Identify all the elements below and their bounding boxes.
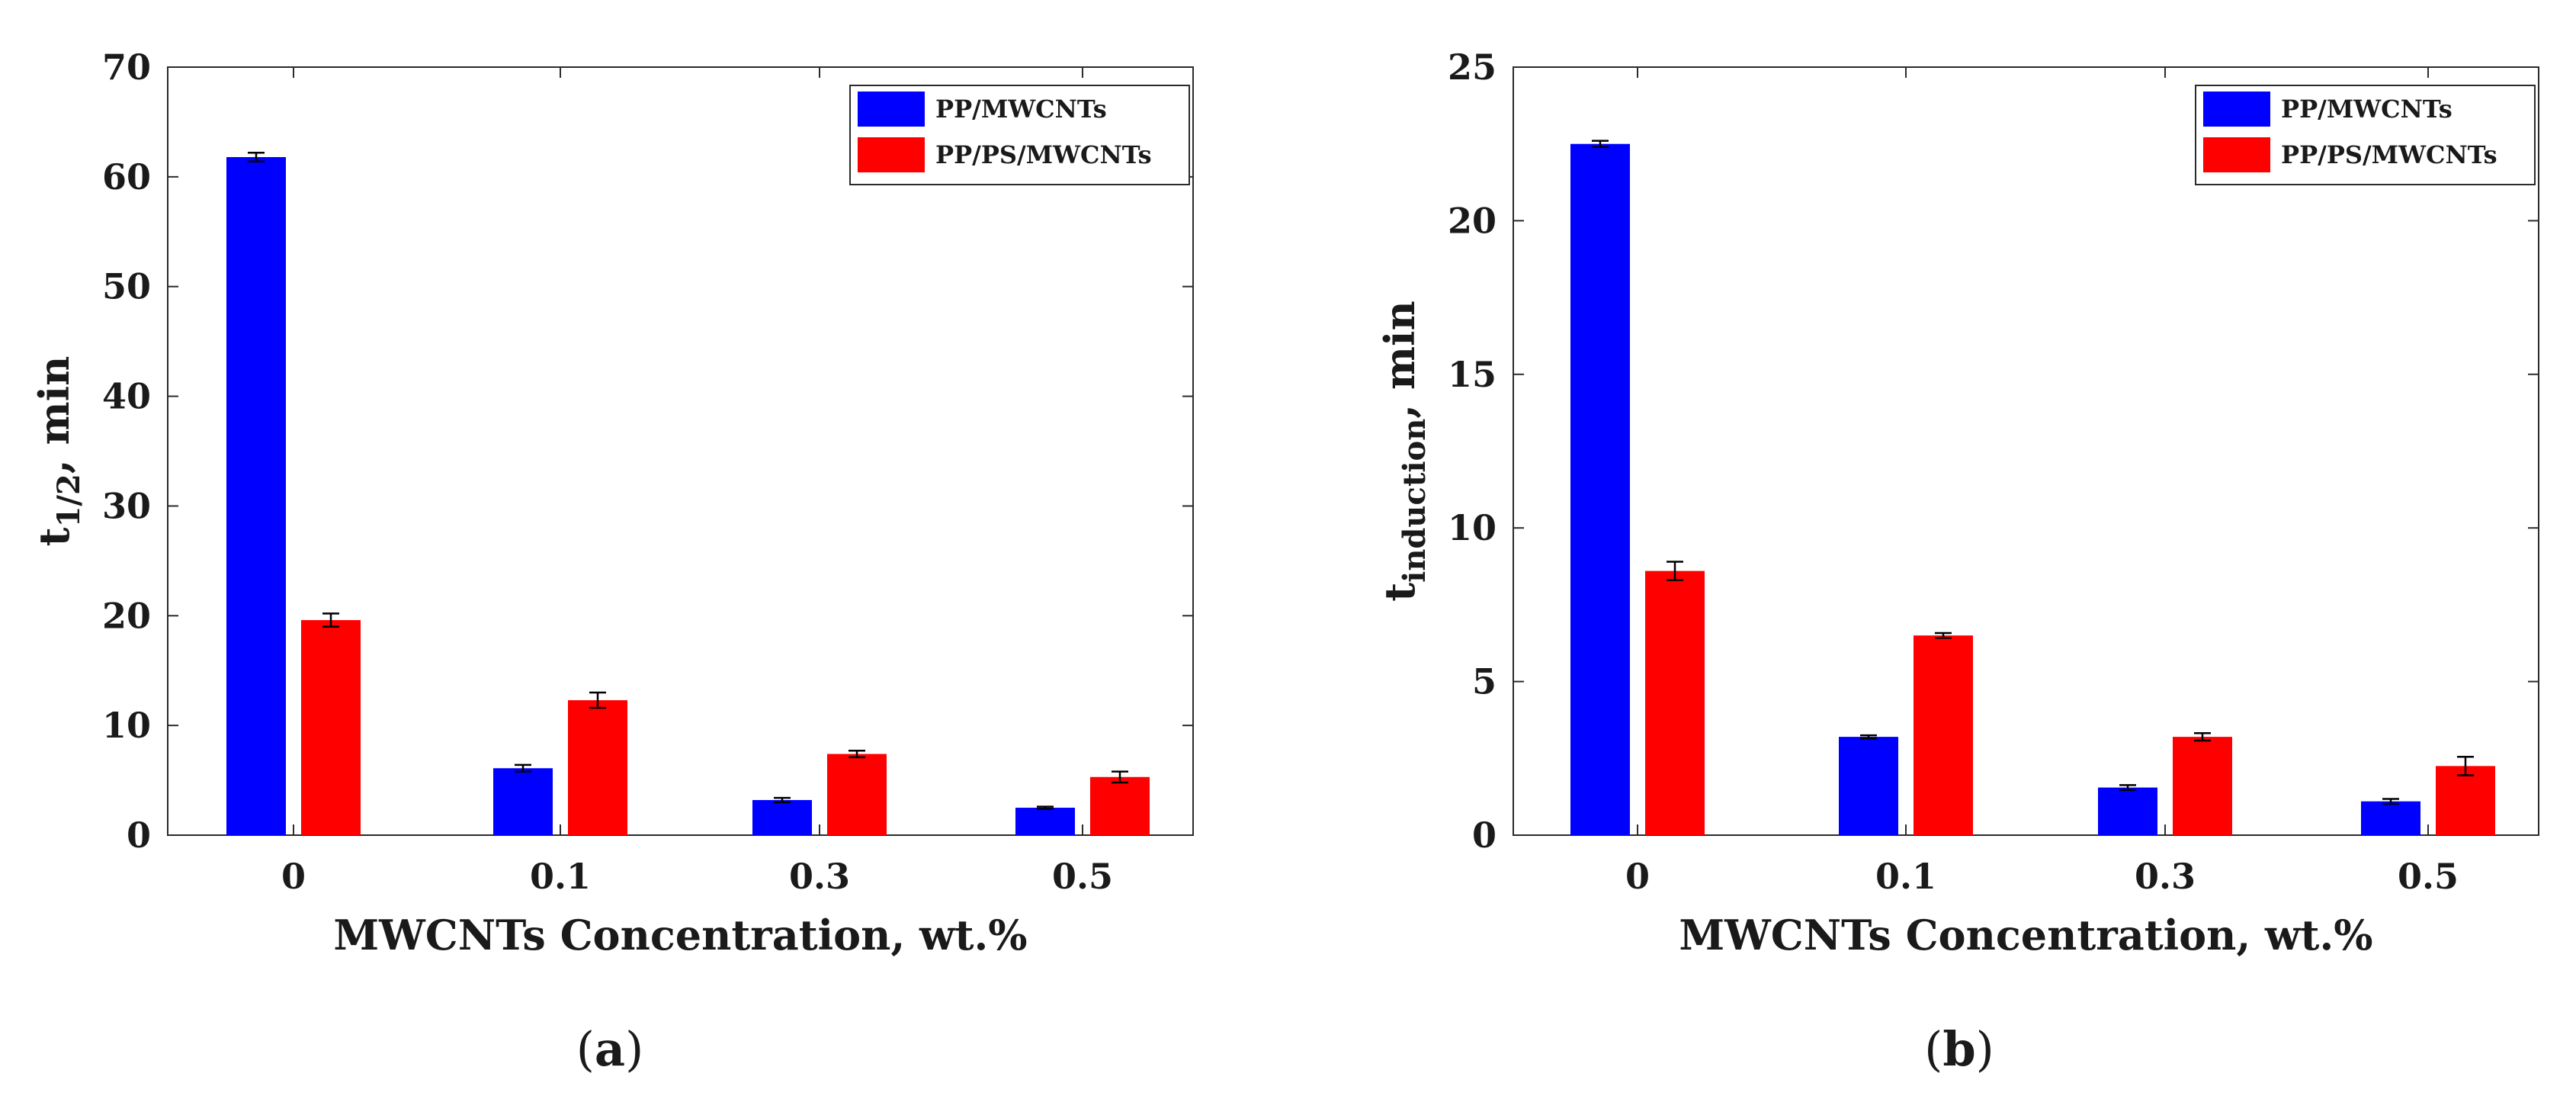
error-bar bbox=[2119, 784, 2136, 792]
x-tick-label: 0.5 bbox=[2398, 856, 2459, 897]
y-tick-label: 70 bbox=[102, 47, 151, 88]
legend-swatch bbox=[858, 137, 925, 172]
bar-pp-mwcnts-0.3 bbox=[752, 799, 812, 835]
legend-label: PP/PS/MWCNTs bbox=[2281, 140, 2497, 169]
bar-pp-mwcnts-0.5 bbox=[1015, 808, 1075, 835]
legend-swatch bbox=[2203, 92, 2270, 127]
error-bar bbox=[849, 749, 865, 759]
legend-swatch bbox=[2203, 137, 2270, 172]
panel-label-open: ( bbox=[1924, 1021, 1942, 1077]
y-tick-label: 15 bbox=[1448, 354, 1497, 395]
error-bar bbox=[1860, 734, 1877, 740]
bar-pp-mwcnts-0 bbox=[226, 156, 286, 835]
legend-label: PP/PS/MWCNTs bbox=[935, 140, 1152, 169]
bar-pp-mwcnts-0.1 bbox=[493, 768, 553, 835]
y-axis-label-subscript: induction bbox=[1397, 419, 1432, 583]
legend-swatch bbox=[858, 92, 925, 127]
y-tick-label: 5 bbox=[1472, 661, 1497, 702]
bar-pp-ps-mwcnts-0.5 bbox=[1090, 776, 1150, 835]
y-tick-label: 20 bbox=[1448, 200, 1497, 241]
bar-pp-mwcnts-0.3 bbox=[2098, 787, 2157, 835]
error-bar bbox=[1935, 632, 1952, 639]
plot-frame bbox=[1513, 66, 2539, 836]
error-bar bbox=[2382, 798, 2399, 805]
y-tick-label: 0 bbox=[127, 815, 151, 856]
error-bar bbox=[322, 612, 339, 628]
bar-pp-ps-mwcnts-0.5 bbox=[2436, 766, 2495, 835]
bar-pp-mwcnts-0 bbox=[1570, 143, 1630, 835]
panel-label-close: ) bbox=[1976, 1021, 1994, 1077]
x-tick-label: 0 bbox=[281, 856, 306, 897]
bar-pp-ps-mwcnts-0.3 bbox=[827, 754, 887, 835]
bar-pp-mwcnts-0.1 bbox=[1839, 737, 1898, 835]
panel-label: (a) bbox=[576, 1021, 644, 1077]
y-axis-label-suffix: , min bbox=[1375, 301, 1424, 419]
y-tick-label: 25 bbox=[1448, 47, 1497, 88]
x-axis-label: MWCNTs Concentration, wt.% bbox=[333, 911, 1027, 959]
legend: PP/MWCNTs PP/PS/MWCNTs bbox=[849, 85, 1190, 185]
error-bar bbox=[589, 691, 606, 709]
x-tick-label: 0.1 bbox=[1875, 856, 1936, 897]
error-bar bbox=[248, 151, 265, 162]
y-axis-label-base: t bbox=[1375, 583, 1424, 602]
legend-label: PP/MWCNTs bbox=[935, 95, 1107, 124]
panel-label-close: ) bbox=[625, 1021, 643, 1077]
error-bar bbox=[1037, 805, 1054, 810]
bar-pp-ps-mwcnts-0.1 bbox=[568, 700, 627, 835]
x-tick-label: 0.3 bbox=[2135, 856, 2196, 897]
x-tick-label: 0 bbox=[1625, 856, 1650, 897]
error-bar bbox=[2457, 756, 2474, 776]
bar-pp-ps-mwcnts-0 bbox=[301, 620, 361, 835]
x-axis-label: MWCNTs Concentration, wt.% bbox=[1679, 911, 2372, 959]
y-tick-label: 20 bbox=[102, 595, 151, 636]
error-bar bbox=[1667, 561, 1683, 581]
panel-label-open: ( bbox=[576, 1021, 595, 1077]
y-tick-label: 50 bbox=[102, 266, 151, 307]
panel-label: (b) bbox=[1924, 1021, 1994, 1077]
error-bar bbox=[2194, 732, 2211, 742]
y-axis-label-base: t bbox=[30, 527, 79, 546]
y-axis-label: tinduction, min bbox=[1375, 301, 1432, 602]
bar-pp-ps-mwcnts-0.3 bbox=[2173, 737, 2232, 835]
chart-panel-a: 0 10 20 30 40 50 60 70 0 0.1 0.3 0.5 PP/MWCNTs PP/PS/… bbox=[30, 47, 1194, 1077]
panel-label-letter: b bbox=[1942, 1021, 1975, 1077]
plot-frame bbox=[167, 66, 1194, 836]
bar-pp-ps-mwcnts-0.1 bbox=[1914, 635, 1973, 835]
bar-pp-ps-mwcnts-0 bbox=[1645, 570, 1705, 835]
panel-label-letter: a bbox=[595, 1021, 625, 1077]
legend-label: PP/MWCNTs bbox=[2281, 95, 2452, 124]
y-tick-label: 0 bbox=[1472, 815, 1497, 856]
y-axis-label-suffix: , min bbox=[30, 356, 79, 474]
y-axis-label-subscript: 1/2 bbox=[51, 474, 87, 527]
bar-pp-mwcnts-0.5 bbox=[2361, 801, 2420, 835]
y-tick-label: 40 bbox=[102, 376, 151, 417]
y-tick-label: 60 bbox=[102, 156, 151, 198]
error-bar bbox=[774, 796, 791, 804]
chart-panel-b: 0 5 10 15 20 25 0 0.1 0.3 0.5 PP/MWCNTs PP/PS/MWCNT… bbox=[1375, 47, 2539, 1077]
x-tick-label: 0.1 bbox=[530, 856, 591, 897]
legend: PP/MWCNTs PP/PS/MWCNTs bbox=[2195, 85, 2536, 185]
y-tick-label: 30 bbox=[102, 485, 151, 526]
error-bar bbox=[1592, 140, 1609, 148]
x-tick-label: 0.3 bbox=[789, 856, 850, 897]
error-bar bbox=[515, 763, 531, 773]
error-bar bbox=[1112, 770, 1128, 784]
y-axis-label: t1/2, min bbox=[30, 356, 87, 547]
y-tick-label: 10 bbox=[1448, 507, 1497, 548]
x-tick-label: 0.5 bbox=[1052, 856, 1113, 897]
y-tick-label: 10 bbox=[102, 705, 151, 746]
